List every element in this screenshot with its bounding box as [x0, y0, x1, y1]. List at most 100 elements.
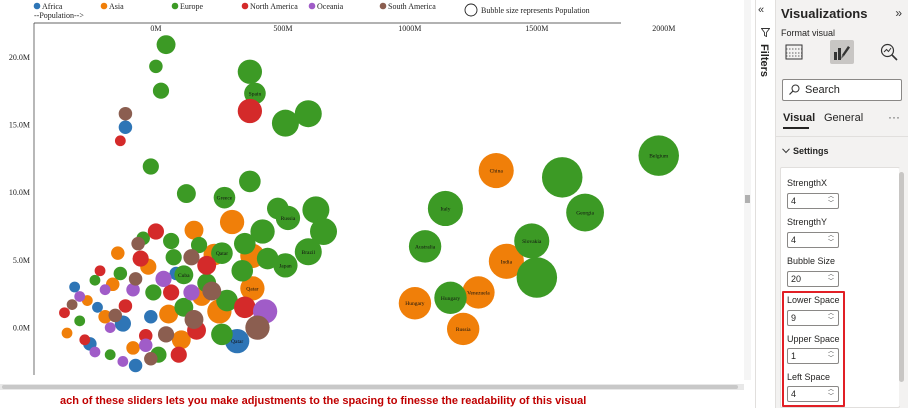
bubble[interactable] — [165, 249, 182, 266]
bubble[interactable] — [294, 100, 322, 128]
filters-label[interactable]: Filters — [758, 44, 770, 78]
bubble[interactable] — [152, 82, 170, 99]
bubble[interactable] — [104, 322, 116, 334]
strengthx-spinbox[interactable]: 4 ︿ ﹀ — [787, 193, 839, 209]
bubble[interactable] — [273, 253, 298, 278]
chart-horizontal-scrollbar[interactable] — [0, 384, 744, 390]
bubble[interactable] — [446, 312, 480, 346]
bubble[interactable] — [310, 217, 338, 245]
settings-section-header[interactable]: Settings — [782, 146, 829, 156]
bubble-layer[interactable]: Qatar China India Venezuela Hungary Russia Qat… — [59, 35, 679, 373]
bubble[interactable] — [462, 276, 495, 309]
bubble-chart[interactable]: Africa Asia Europe North America Oceania Sout… — [0, 0, 755, 408]
bubble[interactable] — [174, 265, 194, 285]
bubble[interactable] — [302, 196, 330, 224]
bubble[interactable] — [159, 304, 179, 324]
spin-arrows-icon[interactable]: ︿ ﹀ — [827, 233, 834, 246]
format-visual-button[interactable] — [830, 40, 854, 64]
bubble[interactable] — [202, 281, 222, 301]
bubble[interactable] — [138, 328, 153, 343]
bubble-chart-canvas[interactable]: Africa Asia Europe North America Oceania Sout… — [0, 0, 745, 385]
bubble[interactable] — [126, 341, 140, 355]
bubble[interactable] — [117, 356, 129, 367]
bubble[interactable] — [66, 299, 78, 310]
build-visual-button[interactable] — [782, 40, 806, 64]
bubble[interactable] — [79, 334, 91, 346]
bubble[interactable] — [147, 223, 164, 240]
bubble[interactable] — [92, 301, 103, 313]
bubble[interactable] — [131, 236, 145, 251]
collapse-filters-icon[interactable]: « — [758, 4, 765, 16]
pane-scroll-thumb[interactable] — [899, 172, 904, 382]
bubble[interactable] — [142, 158, 159, 175]
lower-space-spinbox[interactable]: 9 ︿ ﹀ — [787, 310, 839, 326]
bubble[interactable] — [94, 265, 106, 277]
bubble[interactable] — [216, 289, 238, 312]
bubble[interactable] — [434, 281, 467, 315]
bubble[interactable] — [126, 282, 140, 297]
bubble[interactable] — [516, 257, 558, 298]
bubble[interactable] — [145, 284, 162, 301]
bubble[interactable] — [478, 153, 514, 189]
bubble[interactable] — [211, 323, 233, 346]
spin-arrows-icon[interactable]: ︿ ﹀ — [827, 349, 834, 362]
spin-arrows-icon[interactable]: ︿ ﹀ — [827, 387, 834, 400]
bubble[interactable] — [118, 299, 133, 313]
bubble[interactable] — [233, 232, 256, 255]
expand-pane-icon[interactable]: » — [895, 6, 902, 20]
tab-general[interactable]: General — [824, 112, 864, 124]
bubble[interactable] — [155, 270, 172, 287]
bubble-size-spinbox[interactable]: 20 ︿ ﹀ — [787, 271, 839, 287]
bubble[interactable] — [118, 106, 133, 121]
scroll-thumb[interactable] — [2, 385, 738, 389]
bubble[interactable] — [128, 272, 143, 286]
bubble[interactable] — [132, 250, 149, 267]
bubble[interactable] — [69, 281, 81, 293]
more-options-icon[interactable]: ··· — [888, 110, 900, 124]
bubble[interactable] — [197, 255, 217, 275]
bubble[interactable] — [171, 330, 191, 350]
bubble[interactable] — [638, 135, 679, 176]
bubble[interactable] — [514, 223, 550, 259]
bubble[interactable] — [104, 349, 116, 361]
bubble[interactable] — [566, 193, 604, 232]
bubble[interactable] — [244, 82, 266, 105]
bubble[interactable] — [61, 327, 73, 339]
bubble[interactable] — [231, 259, 254, 282]
tab-visual[interactable]: Visual — [783, 112, 816, 124]
bubble[interactable] — [118, 120, 133, 134]
bubble[interactable] — [237, 59, 263, 84]
analytics-button[interactable] — [877, 40, 901, 64]
bubble[interactable] — [89, 346, 101, 358]
bubble[interactable] — [74, 291, 86, 302]
bubble[interactable] — [294, 238, 322, 266]
bubble[interactable] — [541, 157, 583, 198]
bubble[interactable] — [113, 266, 128, 281]
bubble[interactable] — [163, 232, 180, 250]
bubble[interactable] — [219, 209, 245, 235]
bubble[interactable] — [398, 287, 432, 320]
bubble[interactable] — [170, 346, 187, 363]
bubble[interactable] — [176, 184, 196, 204]
bubble[interactable] — [138, 338, 153, 352]
bubble[interactable] — [114, 135, 126, 147]
bubble[interactable] — [211, 242, 233, 264]
bubble[interactable] — [183, 284, 200, 301]
bubble[interactable] — [128, 358, 143, 373]
bubble[interactable] — [190, 236, 208, 254]
bubble[interactable] — [427, 190, 463, 227]
upper-space-spinbox[interactable]: 1 ︿ ﹀ — [787, 348, 839, 364]
bubble[interactable] — [488, 243, 524, 279]
bubble[interactable] — [245, 315, 270, 340]
bubble[interactable] — [74, 315, 86, 327]
strengthy-spinbox[interactable]: 4 ︿ ﹀ — [787, 232, 839, 248]
bubble[interactable] — [89, 274, 101, 286]
left-space-spinbox[interactable]: 4 ︿ ﹀ — [787, 386, 839, 402]
bubble[interactable] — [256, 247, 279, 270]
bubble[interactable] — [157, 326, 175, 343]
spin-arrows-icon[interactable]: ︿ ﹀ — [827, 311, 834, 324]
bubble[interactable] — [98, 310, 112, 324]
bubble[interactable] — [156, 35, 176, 55]
bubble[interactable] — [237, 98, 263, 124]
chart-vertical-scrollbar[interactable] — [744, 0, 751, 380]
